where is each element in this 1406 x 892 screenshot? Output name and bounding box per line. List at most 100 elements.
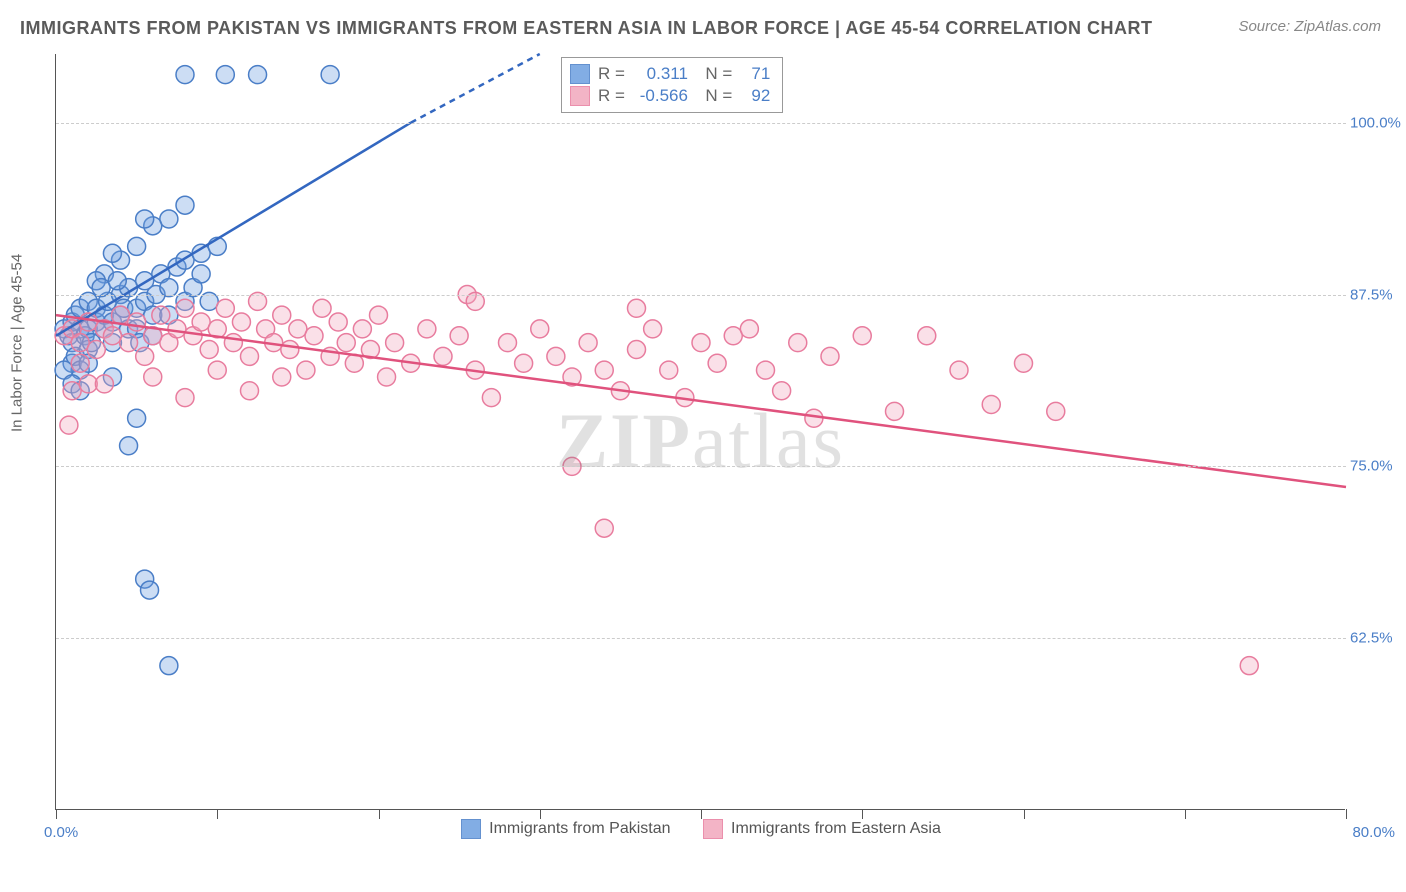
- data-point: [144, 368, 162, 386]
- data-point: [136, 347, 154, 365]
- data-point: [249, 66, 267, 84]
- data-point: [708, 354, 726, 372]
- data-point: [1240, 657, 1258, 675]
- data-point: [176, 196, 194, 214]
- data-point: [273, 368, 291, 386]
- data-point: [141, 581, 159, 599]
- x-tick: [56, 809, 57, 819]
- n-label-1: N =: [696, 64, 732, 84]
- data-point: [434, 347, 452, 365]
- data-point: [241, 347, 259, 365]
- data-point: [660, 361, 678, 379]
- swatch-bottom-2: [703, 819, 723, 839]
- scatter-svg: [56, 54, 1346, 810]
- data-point: [531, 320, 549, 338]
- data-point: [160, 657, 178, 675]
- series-legend-bottom: Immigrants from Pakistan Immigrants from…: [56, 819, 1346, 844]
- r-value-1: 0.311: [633, 64, 688, 84]
- data-point: [63, 382, 81, 400]
- data-point: [370, 306, 388, 324]
- data-point: [547, 347, 565, 365]
- data-point: [853, 327, 871, 345]
- data-point: [692, 334, 710, 352]
- data-point: [232, 313, 250, 331]
- legend-label-1: Immigrants from Pakistan: [489, 820, 670, 838]
- data-point: [128, 409, 146, 427]
- r-value-2: -0.566: [633, 86, 688, 106]
- data-point: [579, 334, 597, 352]
- data-point: [128, 237, 146, 255]
- x-tick: [862, 809, 863, 819]
- data-point: [120, 437, 138, 455]
- plot-wrap: In Labor Force | Age 45-54 ZIPatlas R = …: [55, 54, 1385, 810]
- gridline-h: [56, 295, 1346, 296]
- data-point: [805, 409, 823, 427]
- legend-row-1: R = 0.311 N = 71: [570, 64, 770, 84]
- data-point: [644, 320, 662, 338]
- data-point: [95, 375, 113, 393]
- source-attribution: Source: ZipAtlas.com: [1238, 18, 1381, 35]
- r-label-1: R =: [598, 64, 625, 84]
- data-point: [982, 396, 1000, 414]
- data-point: [200, 341, 218, 359]
- data-point: [1047, 402, 1065, 420]
- data-point: [740, 320, 758, 338]
- data-point: [628, 341, 646, 359]
- data-point: [386, 334, 404, 352]
- data-point: [192, 313, 210, 331]
- n-value-1: 71: [740, 64, 770, 84]
- swatch-series-1: [570, 64, 590, 84]
- x-tick: [217, 809, 218, 819]
- data-point: [378, 368, 396, 386]
- data-point: [305, 327, 323, 345]
- x-tick: [379, 809, 380, 819]
- data-point: [224, 334, 242, 352]
- legend-row-2: R = -0.566 N = 92: [570, 86, 770, 106]
- data-point: [628, 299, 646, 317]
- data-point: [515, 354, 533, 372]
- data-point: [499, 334, 517, 352]
- data-point: [724, 327, 742, 345]
- data-point: [71, 334, 89, 352]
- data-point: [595, 361, 613, 379]
- data-point: [71, 354, 89, 372]
- data-point: [918, 327, 936, 345]
- data-point: [1015, 354, 1033, 372]
- y-tick-label: 87.5%: [1350, 286, 1405, 303]
- data-point: [120, 334, 138, 352]
- x-tick: [1185, 809, 1186, 819]
- legend-item-1: Immigrants from Pakistan: [461, 819, 670, 839]
- data-point: [313, 299, 331, 317]
- swatch-bottom-1: [461, 819, 481, 839]
- chart-title: IMMIGRANTS FROM PAKISTAN VS IMMIGRANTS F…: [20, 18, 1153, 39]
- legend-label-2: Immigrants from Eastern Asia: [731, 820, 941, 838]
- n-value-2: 92: [740, 86, 770, 106]
- x-axis-max-label: 80.0%: [1352, 824, 1395, 841]
- data-point: [176, 299, 194, 317]
- data-point: [160, 210, 178, 228]
- regression-line-dash: [411, 54, 540, 123]
- x-tick: [540, 809, 541, 819]
- x-tick: [701, 809, 702, 819]
- data-point: [418, 320, 436, 338]
- r-label-2: R =: [598, 86, 625, 106]
- data-point: [329, 313, 347, 331]
- plot-area: ZIPatlas R = 0.311 N = 71 R = -0.566 N =…: [55, 54, 1345, 810]
- x-tick: [1346, 809, 1347, 819]
- data-point: [789, 334, 807, 352]
- data-point: [321, 66, 339, 84]
- y-tick-label: 62.5%: [1350, 630, 1405, 647]
- swatch-series-2: [570, 86, 590, 106]
- n-label-2: N =: [696, 86, 732, 106]
- correlation-legend: R = 0.311 N = 71 R = -0.566 N = 92: [561, 57, 783, 113]
- data-point: [79, 375, 97, 393]
- data-point: [112, 306, 130, 324]
- y-axis-label: In Labor Force | Age 45-54: [9, 254, 26, 432]
- data-point: [103, 327, 121, 345]
- data-point: [108, 272, 126, 290]
- data-point: [87, 341, 105, 359]
- data-point: [208, 361, 226, 379]
- data-point: [595, 519, 613, 537]
- legend-item-2: Immigrants from Eastern Asia: [703, 819, 941, 839]
- data-point: [757, 361, 775, 379]
